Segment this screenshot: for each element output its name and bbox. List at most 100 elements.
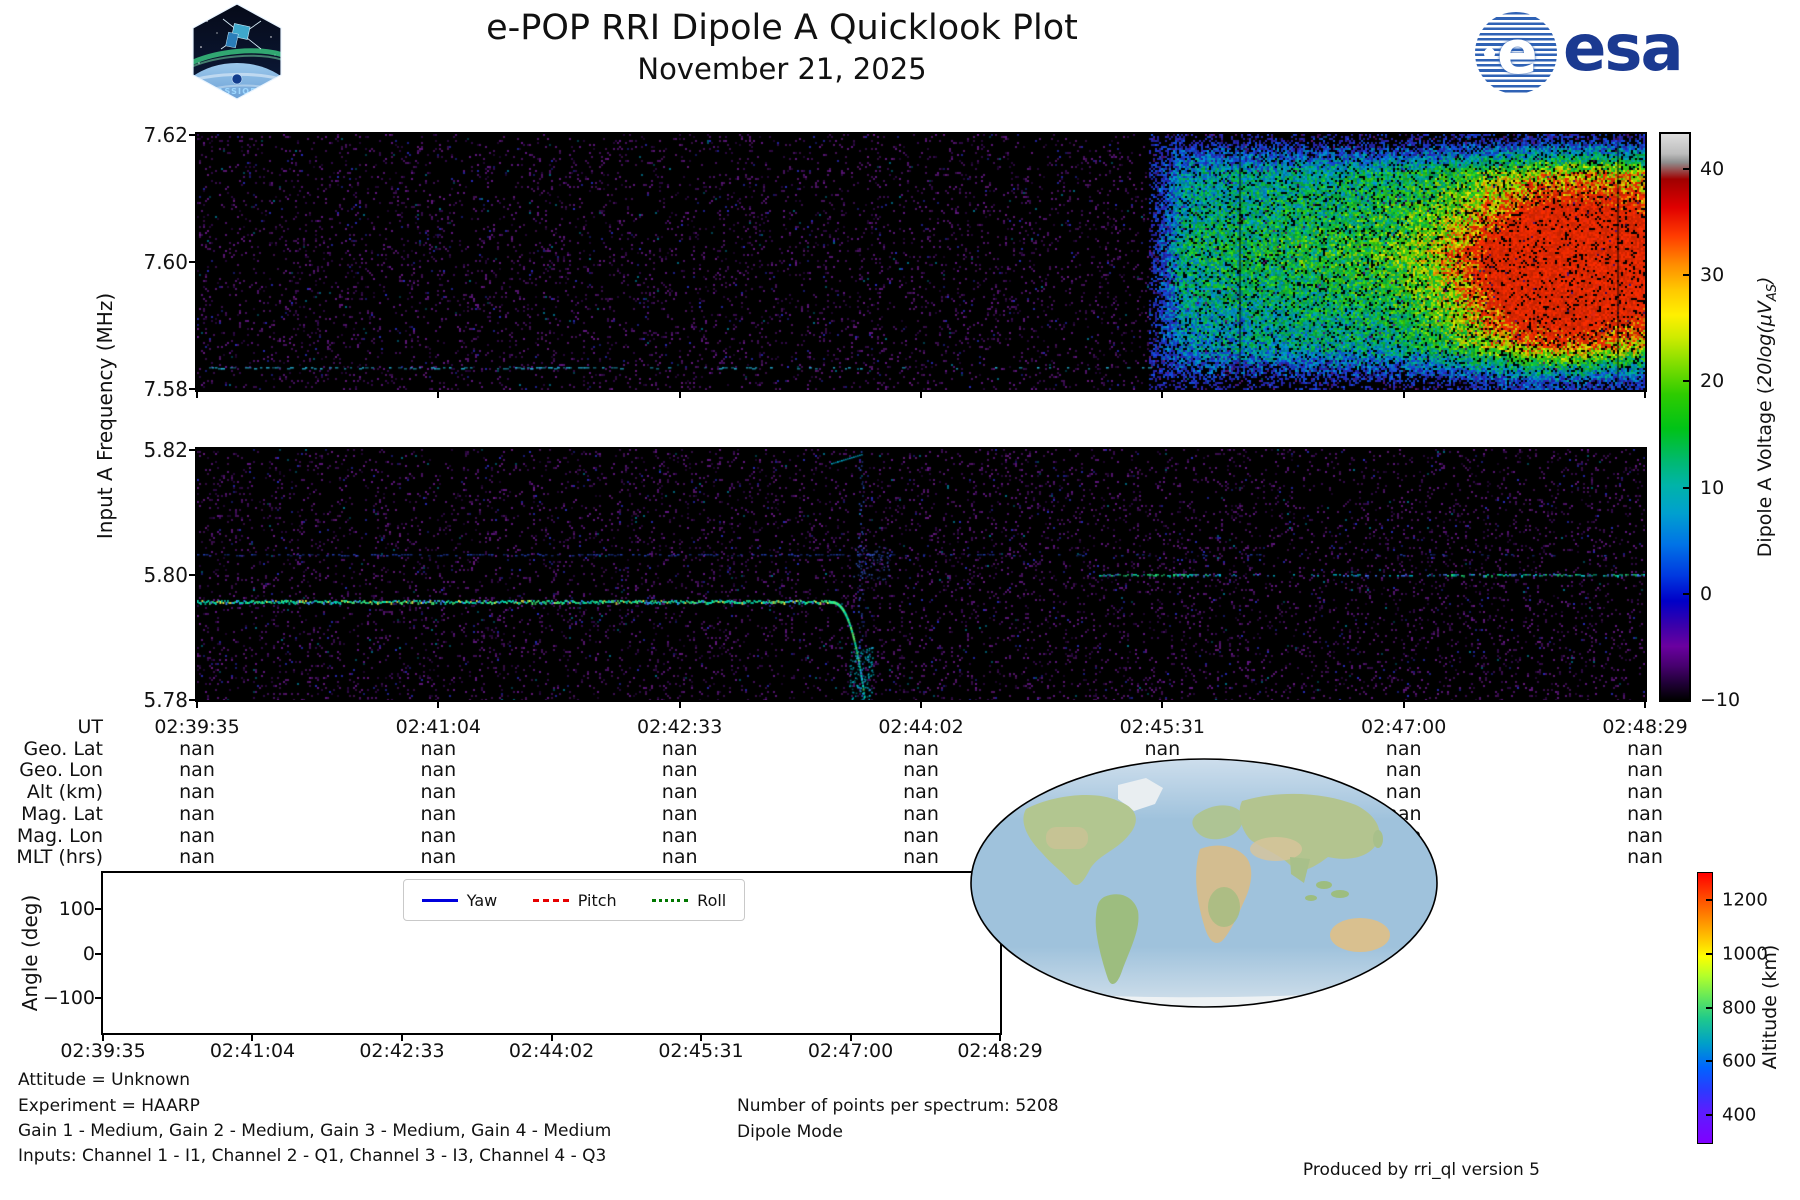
esa-globe-dot [1484, 48, 1495, 59]
south-america [1095, 894, 1139, 985]
tick-mark [251, 1035, 254, 1041]
freq-tickmarks-bottom [189, 449, 195, 701]
legend-line-yaw [421, 898, 458, 902]
dipole-mode-text: Dipole Mode [737, 1122, 843, 1142]
tick-mark [437, 702, 440, 708]
tick-mark [920, 392, 922, 398]
tick-mark [1683, 699, 1689, 701]
tick-mark [189, 388, 195, 390]
freq-tick-label: 5.82 [143, 438, 188, 462]
ut-time-label: 02:39:35 [154, 716, 240, 738]
legend-label: Yaw [466, 890, 498, 910]
voltage-label-math: 20log(μV [1754, 301, 1777, 387]
voltage-tick-label: 40 [1700, 158, 1725, 180]
tick-mark [95, 952, 101, 955]
legend-line-pitch [532, 898, 569, 902]
nan-value: nan [420, 759, 457, 782]
title-block: e-POP RRI Dipole A Quicklook Plot Novemb… [432, 6, 1132, 88]
nan-value: nan [661, 737, 698, 760]
nan-value: nan [903, 824, 939, 847]
legend-line-roll [652, 898, 689, 902]
nan-value: nan [420, 781, 457, 804]
greenland [1118, 778, 1163, 811]
altitude-colorbar [1697, 872, 1713, 1144]
nan-value: nan [1144, 737, 1181, 760]
altitude-colorbar-label: Altitude (km) [1759, 944, 1781, 1070]
tick-mark [1683, 274, 1689, 277]
esa-logo: e esa [1475, 10, 1695, 98]
time-tickmarks-bottom [196, 702, 1646, 709]
page-title: e-POP RRI Dipole A Quicklook Plot [486, 8, 1078, 48]
spectrogram-bottom-canvas [197, 449, 1645, 700]
voltage-colorbar-ticks: 40 30 20 10 0 −10 [1700, 158, 1760, 711]
freq-tick-label: 5.78 [143, 688, 188, 712]
gains-text: Gain 1 - Medium, Gain 2 - Medium, Gain 3… [18, 1121, 612, 1141]
legend-item: Roll [652, 891, 726, 910]
ut-time-label: 02:41:04 [395, 716, 481, 738]
tick-mark [699, 1035, 702, 1041]
freq-ticks-bottom: 5.82 5.80 5.78 [108, 438, 188, 712]
angle-tick-label: −100 [42, 987, 95, 1009]
points-per-spectrum-text: Number of points per spectrum: 5208 [737, 1096, 1059, 1116]
nan-value: nan [903, 759, 939, 782]
ephemeris-row-label: Mag. Lon [16, 824, 103, 847]
tick-mark [189, 134, 195, 136]
angle-tick-label: 100 [58, 898, 95, 920]
europe [1192, 805, 1243, 840]
voltage-label-suffix: ) [1754, 276, 1777, 285]
nan-value: nan [903, 737, 939, 760]
nan-value: nan [661, 846, 698, 869]
tick-mark [1706, 1006, 1712, 1009]
nan-value: nan [179, 781, 215, 804]
tick-mark [1161, 392, 1164, 398]
tick-mark [189, 449, 195, 451]
esa-logo-text: esa [1563, 12, 1684, 86]
ut-time-label: 02:42:33 [636, 716, 723, 738]
nan-value: nan [661, 802, 698, 825]
angle-time-label: 02:47:00 [807, 1040, 894, 1062]
tick-mark [1706, 1114, 1712, 1116]
ut-time-label: 02:44:02 [878, 716, 964, 738]
tick-mark [849, 1035, 852, 1041]
tick-mark [437, 392, 440, 398]
tick-mark [1644, 702, 1646, 708]
nan-value: nan [179, 846, 215, 869]
nan-value: nan [420, 737, 457, 760]
nan-value: nan [1627, 759, 1663, 782]
nan-value: nan [661, 781, 698, 804]
tick-mark [999, 1035, 1001, 1041]
tick-mark [1706, 952, 1712, 955]
ut-time-label: 02:48:29 [1602, 716, 1688, 738]
experiment-text: Experiment = HAARP [18, 1096, 200, 1116]
ut-time-row: 02:39:35 02:41:04 02:42:33 02:44:02 02:45:31… [154, 716, 1687, 738]
angle-time-label: 02:41:04 [209, 1040, 296, 1062]
nan-value: nan [420, 824, 457, 847]
nan-value: nan [179, 759, 215, 782]
tick-mark [102, 1035, 104, 1041]
nan-value: nan [661, 759, 698, 782]
tick-mark [1683, 168, 1689, 170]
australia [1330, 918, 1390, 952]
legend-label: Roll [697, 890, 727, 910]
patch-emblem [231, 73, 243, 85]
ephemeris-row-label: Geo. Lat [23, 737, 103, 760]
freq-tick-label: 5.80 [143, 563, 188, 587]
tick-mark [189, 699, 195, 701]
tick-mark [1683, 486, 1689, 489]
altitude-colorbar-ticks: 1200 1000 800 600 400 [1722, 890, 1782, 1126]
nan-value: nan [1627, 846, 1663, 869]
angle-time-label: 02:42:33 [359, 1040, 445, 1062]
tick-mark [1161, 702, 1164, 708]
tick-mark [196, 702, 198, 708]
angle-time-label: 02:44:02 [508, 1040, 595, 1062]
tick-mark [920, 702, 922, 708]
spectrogram-top-panel [195, 132, 1647, 392]
angle-legend: Yaw Pitch Roll [403, 879, 745, 921]
tick-mark [1644, 392, 1646, 398]
angle-time-label: 02:39:35 [60, 1040, 146, 1062]
esa-globe-icon: e [1475, 12, 1557, 94]
altitude-tick-label: 1200 [1722, 889, 1768, 911]
